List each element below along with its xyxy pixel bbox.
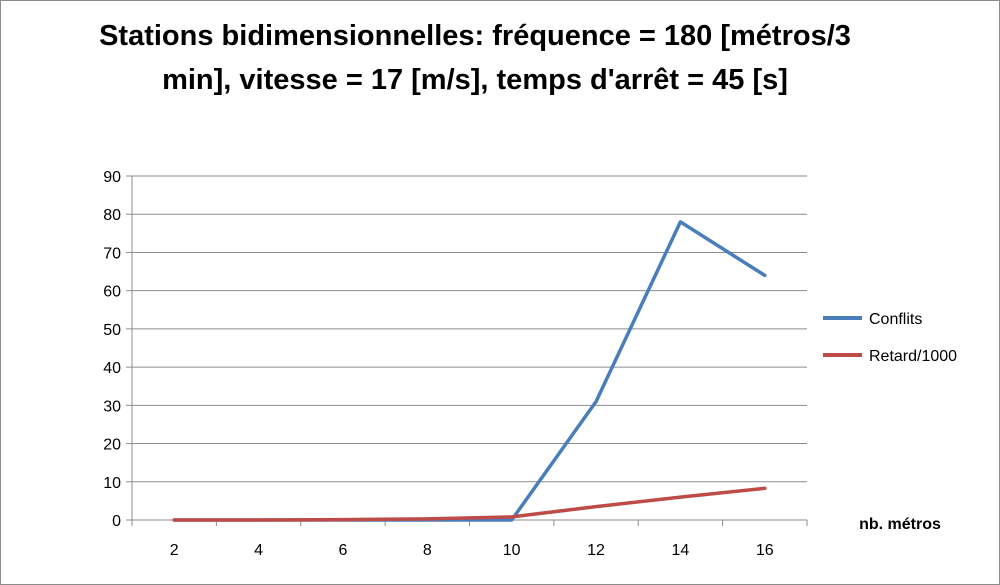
legend-label-2: Retard/1000 — [869, 348, 957, 365]
chart-title-line-2: min], vitesse = 17 [m/s], temps d'arrêt … — [162, 64, 788, 96]
y-tick-label: 20 — [103, 437, 121, 454]
y-tick-label: 80 — [103, 207, 121, 224]
series-line-1 — [172, 220, 767, 522]
legend-label-1: Conflits — [869, 311, 922, 328]
y-tick-label: 60 — [103, 284, 121, 301]
chart-title-line-1: Stations bidimensionnelles: fréquence = … — [99, 20, 851, 52]
y-tick-label: 50 — [103, 322, 121, 339]
x-axis-label: nb. métros — [859, 516, 941, 533]
y-tick-label: 70 — [103, 245, 121, 262]
x-tick-label: 12 — [587, 542, 605, 559]
y-tick-label: 90 — [103, 169, 121, 186]
y-tick-label: 40 — [103, 360, 121, 377]
x-tick-label: 16 — [756, 542, 774, 559]
series-line-2 — [172, 486, 767, 522]
x-tick-label: 14 — [672, 542, 690, 559]
chart-title: Stations bidimensionnelles: fréquence = … — [60, 14, 890, 102]
y-tick-label: 10 — [103, 475, 121, 492]
y-tick-label: 30 — [103, 398, 121, 415]
x-tick-label: 4 — [254, 542, 263, 559]
x-tick-label: 8 — [423, 542, 432, 559]
x-tick-label: 2 — [170, 542, 179, 559]
y-tick-label: 0 — [112, 513, 121, 530]
x-tick-label: 6 — [338, 542, 347, 559]
x-tick-label: 10 — [503, 542, 521, 559]
